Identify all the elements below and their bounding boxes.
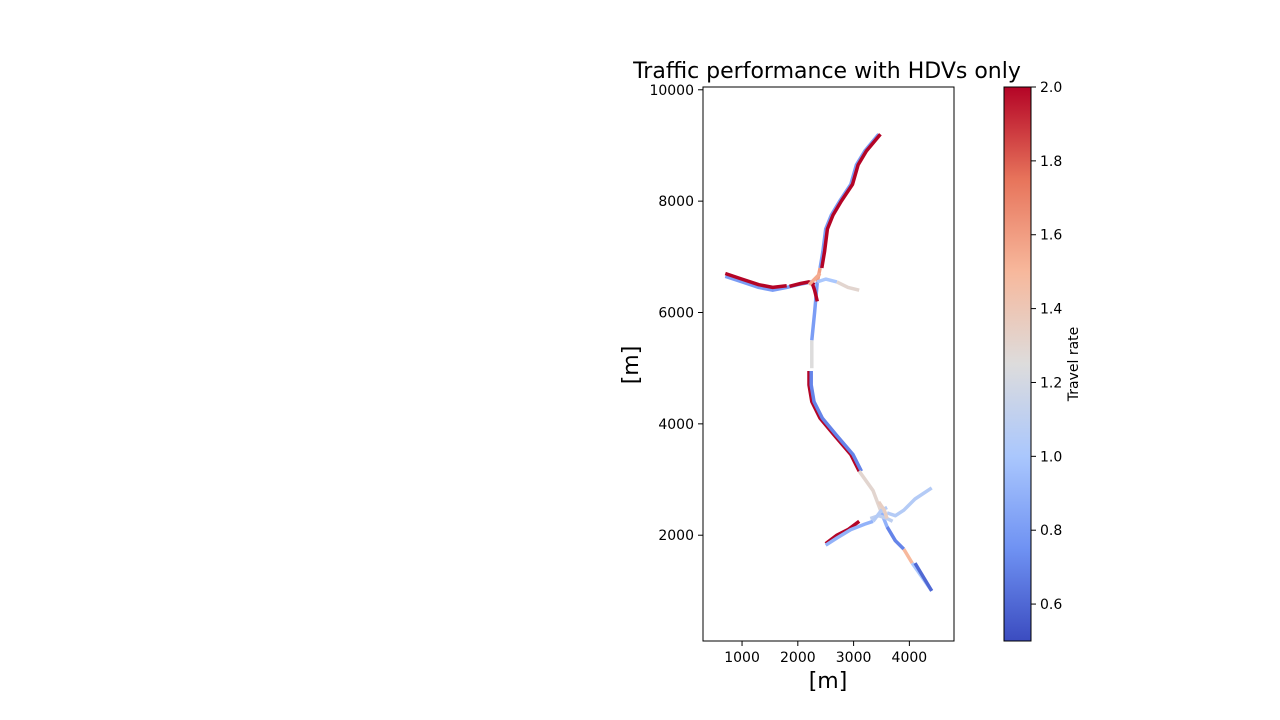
chart-title: Traffic performance with HDVs only	[632, 59, 1021, 84]
road-segment-18	[816, 277, 838, 284]
colorbar-tick-label: 1.0	[1040, 449, 1062, 465]
x-axis-label: [m]	[809, 669, 848, 694]
x-tick-label: 3000	[836, 650, 872, 666]
y-tick-label: 2000	[658, 528, 694, 544]
colorbar-tick-label: 1.8	[1040, 154, 1062, 170]
x-tick-label: 2000	[780, 650, 816, 666]
x-tick-label: 1000	[724, 650, 760, 666]
colorbar-tick-label: 2.0	[1040, 80, 1062, 96]
colorbar-tick-label: 0.8	[1040, 523, 1062, 539]
colorbar-tick-label: 1.6	[1040, 228, 1062, 244]
plot-segments	[724, 133, 934, 592]
colorbar-tick-label: 1.4	[1040, 302, 1062, 318]
y-axis-label: [m]	[619, 346, 644, 385]
colorbar-ticks: 0.6 0.8 1.0 1.2 1.4 1.6 1.8 2.0	[1031, 80, 1062, 613]
road-segment-5	[807, 371, 861, 472]
road-segment-9	[885, 526, 906, 551]
y-tick-label: 6000	[658, 305, 694, 321]
y-axis-ticks: 2000 4000 6000 8000 10000	[649, 83, 703, 544]
colorbar-label: Travel rate	[1066, 327, 1082, 403]
colorbar-tick-label: 0.6	[1040, 597, 1062, 613]
x-tick-label: 4000	[892, 650, 928, 666]
road-segment-16	[810, 281, 820, 302]
y-tick-label: 4000	[658, 417, 694, 433]
road-segment-7	[857, 470, 884, 514]
road-segment-24	[886, 486, 933, 518]
road-segment-12	[913, 562, 934, 592]
road-segment-10	[902, 548, 914, 565]
road-segment-25	[877, 500, 889, 520]
road-segment-20	[824, 519, 861, 545]
road-segment-17	[807, 272, 822, 286]
road-segment-21	[824, 519, 874, 547]
road-segment-1	[820, 133, 882, 269]
colorbar-tick-label: 1.2	[1040, 375, 1062, 391]
road-segment-23	[871, 505, 888, 523]
road-segment-19	[836, 280, 860, 292]
road-segment-6	[809, 371, 863, 472]
road-segment-14	[724, 271, 787, 290]
y-tick-label: 10000	[649, 83, 694, 99]
y-tick-label: 8000	[658, 194, 694, 210]
road-segment-0	[818, 133, 881, 269]
colorbar	[1003, 86, 1032, 642]
plot-frame	[702, 86, 955, 642]
x-axis-ticks: 1000 2000 3000 4000	[724, 641, 927, 666]
